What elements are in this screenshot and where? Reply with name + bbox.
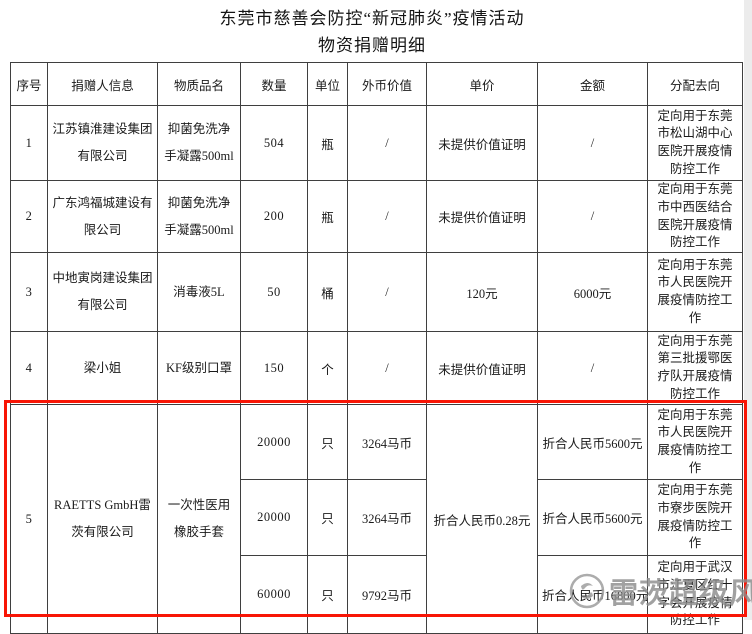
destination-cell: 定向用于东莞市人民医院开展疫情防控工作 — [647, 252, 743, 332]
table-row: 4 梁小姐 KF级别口罩 150 个 / 未提供价值证明 / 定向用于东莞第三批… — [10, 331, 743, 405]
donation-table: 序号 捐赠人信息 物质品名 数量 单位 外币价值 单价 金额 分配去向 1 江苏… — [10, 62, 743, 634]
foreign-value-cell: 3264马币 — [347, 479, 427, 556]
col-header-unit-price: 单价 — [426, 62, 538, 106]
destination-cell: 定向用于武汉市江夏区红十字会开展疫情防控工作 — [647, 555, 743, 634]
page-title: 东莞市慈善会防控“新冠肺炎”疫情活动 — [219, 9, 525, 28]
col-header-qty: 数量 — [240, 62, 308, 106]
amount-cell: 折合人民币5600元 — [537, 404, 648, 480]
document-header: 东莞市慈善会防控“新冠肺炎”疫情活动 物资捐赠明细 — [0, 5, 744, 59]
no-cell: 1 — [10, 105, 48, 181]
unit-cell: 只 — [307, 479, 348, 556]
unit-cell: 瓶 — [307, 105, 348, 181]
amount-cell: 6000元 — [537, 252, 648, 332]
col-header-item: 物质品名 — [157, 62, 241, 106]
table-row: 1 江苏镇淮建设集团有限公司 抑菌免洗净手凝露500ml 504 瓶 / 未提供… — [10, 105, 743, 181]
item-cell: KF级别口罩 — [157, 331, 241, 405]
page-edge-strip — [744, 0, 752, 620]
unit-cell: 个 — [307, 331, 348, 405]
table-header-row: 序号 捐赠人信息 物质品名 数量 单位 外币价值 单价 金额 分配去向 — [10, 62, 743, 106]
item-cell: 抑菌免洗净手凝露500ml — [157, 105, 241, 181]
unit-price-cell: 未提供价值证明 — [426, 180, 538, 253]
qty-cell: 20000 — [240, 479, 308, 556]
unit-cell: 只 — [307, 555, 348, 634]
amount-cell: / — [537, 331, 648, 405]
destination-cell: 定向用于东莞市松山湖中心医院开展疫情防控工作 — [647, 105, 743, 181]
unit-price-cell: 未提供价值证明 — [426, 331, 538, 405]
qty-cell: 200 — [240, 180, 308, 253]
foreign-value-cell: 9792马币 — [347, 555, 427, 634]
foreign-value-cell: / — [347, 180, 427, 253]
table-row: 2 广东鸿福城建设有限公司 抑菌免洗净手凝露500ml 200 瓶 / 未提供价… — [10, 180, 743, 253]
col-header-destination: 分配去向 — [647, 62, 743, 106]
foreign-value-cell: / — [347, 331, 427, 405]
destination-cell: 定向用于东莞第三批援鄂医疗队开展疫情防控工作 — [647, 331, 743, 405]
qty-cell: 20000 — [240, 404, 308, 480]
donor-cell: RAETTS GmbH雷茨有限公司 — [47, 404, 158, 634]
unit-cell: 桶 — [307, 252, 348, 332]
qty-cell: 150 — [240, 331, 308, 405]
col-header-unit: 单位 — [307, 62, 348, 106]
col-header-amount: 金额 — [537, 62, 648, 106]
destination-cell: 定向用于东莞市中西医结合医院开展疫情防控工作 — [647, 180, 743, 253]
no-cell: 4 — [10, 331, 48, 405]
no-cell: 3 — [10, 252, 48, 332]
item-cell: 一次性医用橡胶手套 — [157, 404, 241, 634]
no-cell: 5 — [10, 404, 48, 634]
col-header-no: 序号 — [10, 62, 48, 106]
table-row-5-sub-1: 5 RAETTS GmbH雷茨有限公司 一次性医用橡胶手套 20000 只 32… — [10, 404, 743, 634]
unit-cell: 只 — [307, 404, 348, 480]
item-cell: 抑菌免洗净手凝露500ml — [157, 180, 241, 253]
donor-cell: 梁小姐 — [47, 331, 158, 405]
amount-cell: / — [537, 180, 648, 253]
amount-cell: 折合人民币5600元 — [537, 479, 648, 556]
qty-cell: 504 — [240, 105, 308, 181]
donor-cell: 中地寅岗建设集团有限公司 — [47, 252, 158, 332]
table-row: 3 中地寅岗建设集团有限公司 消毒液5L 50 桶 / 120元 6000元 定… — [10, 252, 743, 332]
donor-cell: 广东鸿福城建设有限公司 — [47, 180, 158, 253]
unit-price-cell: 折合人民币0.28元 — [426, 404, 538, 634]
donor-cell: 江苏镇淮建设集团有限公司 — [47, 105, 158, 181]
col-header-foreign-value: 外币价值 — [347, 62, 427, 106]
table-row-5-sub-2: 20000 只 3264马币 折合人民币5600元 定向用于东莞市寮步医院开展疫… — [11, 479, 743, 556]
unit-cell: 瓶 — [307, 180, 348, 253]
page-subtitle: 物资捐赠明细 — [318, 36, 426, 55]
unit-price-cell: 120元 — [426, 252, 538, 332]
unit-price-cell: 未提供价值证明 — [426, 105, 538, 181]
foreign-value-cell: / — [347, 252, 427, 332]
amount-cell: 折合人民币16800元 — [537, 555, 648, 634]
destination-cell: 定向用于东莞市寮步医院开展疫情防控工作 — [647, 479, 743, 556]
foreign-value-cell: / — [347, 105, 427, 181]
col-header-donor: 捐赠人信息 — [47, 62, 158, 106]
qty-cell: 60000 — [240, 555, 308, 634]
no-cell: 2 — [10, 180, 48, 253]
destination-cell: 定向用于东莞市人民医院开展疫情防控工作 — [647, 404, 743, 480]
amount-cell: / — [537, 105, 648, 181]
item-cell: 消毒液5L — [157, 252, 241, 332]
foreign-value-cell: 3264马币 — [347, 404, 427, 480]
qty-cell: 50 — [240, 252, 308, 332]
